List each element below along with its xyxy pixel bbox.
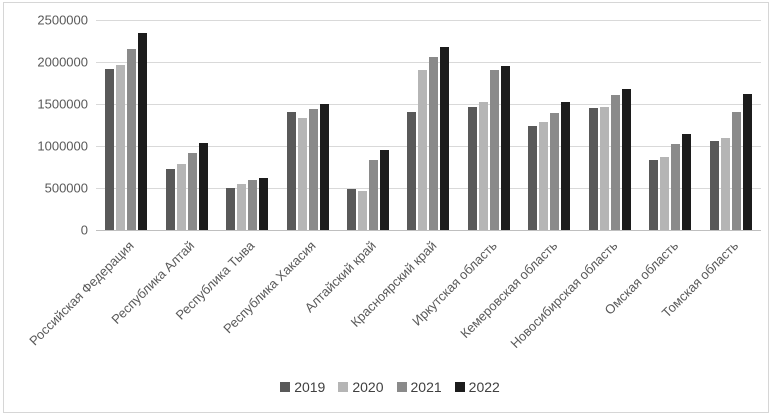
bar-2020	[297, 118, 307, 230]
bar-2021	[429, 57, 439, 230]
bar-group	[580, 20, 640, 230]
bar-2021	[671, 144, 681, 230]
gridline	[96, 20, 761, 21]
bar-group	[701, 20, 761, 230]
bar-2022	[742, 94, 752, 230]
bar-2019	[105, 69, 115, 230]
y-axis-tick-labels: 2500000 2000000 1500000 1000000 500000 0	[0, 0, 88, 240]
bar-2021	[369, 160, 379, 230]
bar-2022	[259, 178, 269, 230]
bar-2022	[198, 143, 208, 230]
bar-2021	[550, 113, 560, 230]
bar-2021	[308, 109, 318, 230]
y-tick-label: 1000000	[37, 138, 88, 154]
bar-2022	[500, 66, 510, 230]
bar-2022	[319, 104, 329, 230]
bar-group	[156, 20, 216, 230]
bar-2022	[138, 33, 148, 230]
bar-group	[277, 20, 337, 230]
bar-group	[398, 20, 458, 230]
bar-2021	[248, 180, 258, 230]
bar-2021	[731, 112, 741, 230]
bar-2022	[561, 102, 571, 230]
bar-2020	[176, 164, 186, 230]
bar-2022	[682, 134, 692, 230]
plot-area	[96, 20, 761, 231]
gridline	[96, 188, 761, 189]
bar-group	[96, 20, 156, 230]
legend-item-2019: 2019	[280, 379, 325, 395]
legend-swatch-icon	[396, 382, 407, 392]
gridline	[96, 62, 761, 63]
bar-2019	[226, 188, 236, 230]
bar-2019	[588, 108, 598, 230]
bar-2019	[347, 189, 357, 230]
gridline	[96, 146, 761, 147]
bar-2021	[610, 95, 620, 230]
legend-swatch-icon	[280, 382, 291, 392]
bar-2020	[358, 191, 368, 230]
x-axis-label: Российская Федерация	[26, 238, 137, 349]
legend-item-2021: 2021	[396, 379, 442, 395]
y-tick-label: 2500000	[37, 12, 88, 28]
bar-2019	[286, 112, 296, 230]
gridline	[96, 104, 761, 105]
legend-label: 2020	[352, 379, 384, 395]
legend-swatch-icon	[454, 382, 465, 392]
bar-2019	[709, 141, 719, 230]
bar-2022	[380, 150, 390, 230]
legend-swatch-icon	[338, 382, 349, 392]
bar-group	[217, 20, 277, 230]
bar-2019	[467, 107, 477, 230]
bar-2020	[237, 184, 247, 230]
bar-groups	[96, 20, 761, 230]
bar-2019	[165, 169, 175, 230]
legend-item-2022: 2022	[454, 379, 500, 395]
bar-group	[640, 20, 700, 230]
bar-group	[459, 20, 519, 230]
bar-2019	[407, 112, 417, 230]
bar-2020	[599, 107, 609, 230]
y-tick-label: 1500000	[37, 96, 88, 112]
legend: 2019 2020 2021 2022	[0, 379, 780, 395]
legend-label: 2021	[410, 379, 442, 395]
y-tick-label: 2000000	[37, 54, 88, 70]
y-tick-label: 0	[80, 222, 88, 238]
bar-2022	[440, 47, 450, 230]
bar-2020	[478, 102, 488, 230]
bar-2021	[187, 153, 197, 230]
legend-label: 2019	[294, 379, 326, 395]
bar-2021	[127, 49, 137, 230]
bar-2020	[418, 70, 428, 230]
legend-label: 2022	[468, 379, 500, 395]
bar-group	[519, 20, 579, 230]
y-tick-label: 500000	[44, 180, 88, 196]
bar-2022	[621, 89, 631, 230]
bar-2020	[720, 138, 730, 230]
bar-2020	[116, 65, 126, 230]
x-axis-label: Новосибирская область	[507, 238, 621, 351]
bar-2021	[489, 70, 499, 230]
bar-2019	[528, 126, 538, 230]
bar-2019	[649, 160, 659, 230]
bar-group	[338, 20, 398, 230]
bar-2020	[660, 157, 670, 230]
bar-2020	[539, 122, 549, 230]
legend-item-2020: 2020	[338, 379, 384, 395]
